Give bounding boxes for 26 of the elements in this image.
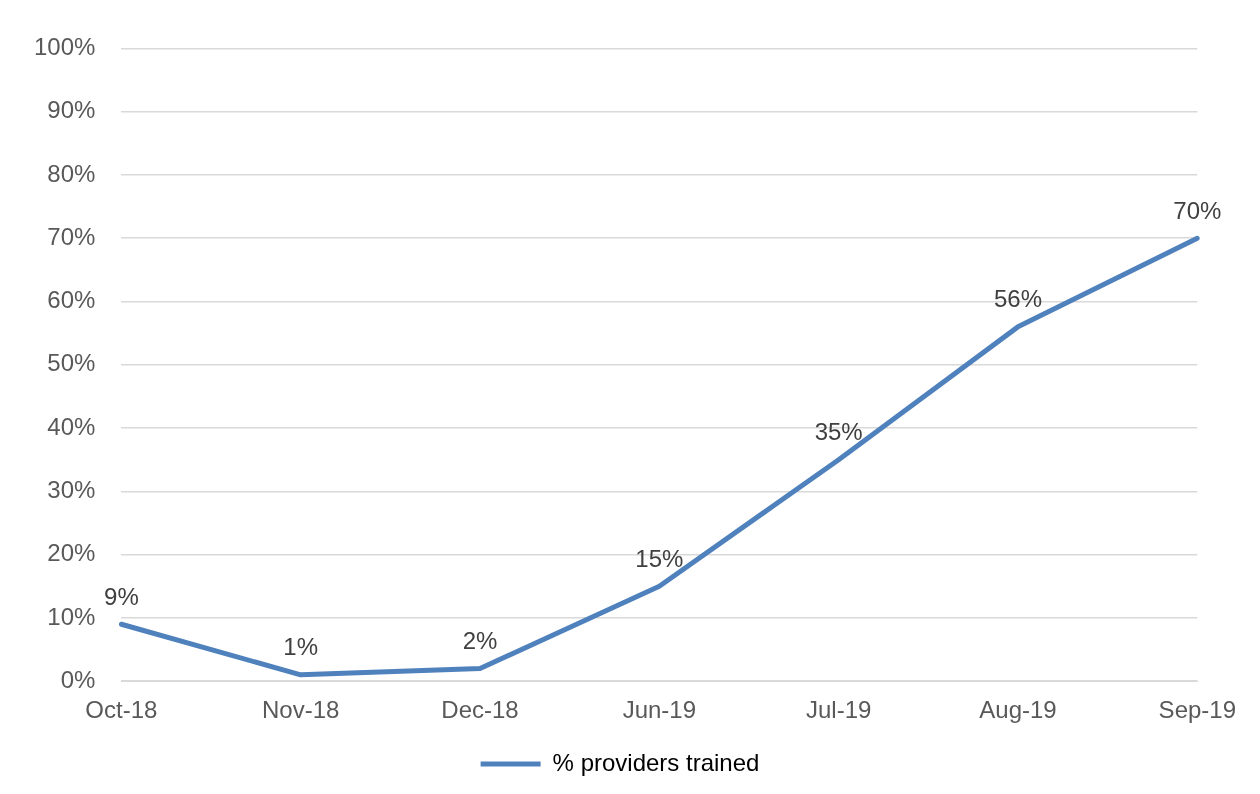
x-tick-label: Aug-19 bbox=[979, 696, 1057, 724]
y-tick-label: 90% bbox=[47, 96, 96, 124]
y-tick-label: 50% bbox=[47, 349, 96, 377]
y-tick-label: 20% bbox=[47, 539, 96, 567]
x-tick-label: Oct-18 bbox=[85, 696, 158, 724]
x-tick-label: Jul-19 bbox=[805, 696, 872, 724]
data-label: 35% bbox=[814, 418, 863, 446]
y-tick-label: 30% bbox=[47, 475, 96, 503]
legend-label: % providers trained bbox=[552, 748, 760, 776]
data-label: 15% bbox=[635, 544, 684, 572]
y-tick-label: 80% bbox=[47, 159, 96, 187]
data-label: 56% bbox=[993, 285, 1043, 313]
data-label: 1% bbox=[283, 633, 319, 661]
y-tick-label: 70% bbox=[47, 222, 96, 250]
data-label: 70% bbox=[1173, 196, 1222, 224]
y-tick-label: 60% bbox=[47, 286, 96, 314]
data-label: 2% bbox=[462, 627, 498, 655]
y-tick-label: 40% bbox=[47, 412, 96, 440]
x-tick-label: Sep-19 bbox=[1158, 696, 1236, 724]
y-tick-label: 100% bbox=[33, 33, 96, 61]
data-label: 9% bbox=[104, 582, 139, 610]
y-tick-label: 10% bbox=[47, 602, 96, 630]
x-tick-label: Dec-18 bbox=[441, 696, 519, 724]
y-tick-label: 0% bbox=[60, 665, 96, 693]
x-tick-label: Nov-18 bbox=[262, 696, 340, 724]
x-tick-label: Jun-19 bbox=[622, 696, 697, 724]
